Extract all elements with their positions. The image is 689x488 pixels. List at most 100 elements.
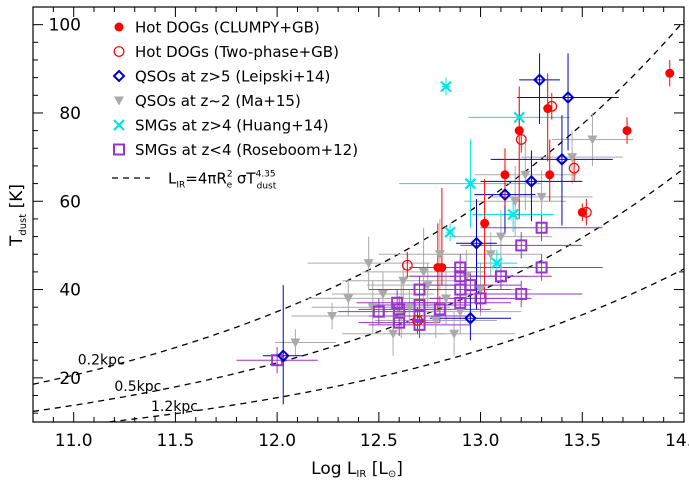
legend-label: SMGs at z>4 (Huang+14) [135,117,329,135]
point-qso-z2 [485,250,496,260]
point-smg-low-z [413,283,426,296]
point-smg-high-z [440,80,452,93]
point-smg-high-z [464,177,477,190]
point-smg-high-z [507,208,519,221]
y-axis-label: Tdust [K] [7,184,29,247]
point-hot-dog-twophase [113,46,125,57]
point-qso-z2 [290,338,301,348]
x-tick-label: 11.5 [156,431,194,451]
x-axis-label: Log LIR [L⊙] [311,459,403,480]
point-qso-z2 [455,307,466,317]
point-smg-low-z [515,287,528,300]
point-smg-high-z [491,257,503,269]
curve-label: 0.2kpc [78,353,125,369]
point-qso-z2 [404,303,415,313]
point-smg-high-z [444,226,456,238]
point-hot-dog-clumpy [543,104,553,114]
axes: 11.0 11.5 12.0 12.5 13.0 13.5 14.0 20 40 60 80 100 [32,6,689,451]
point-qso-z2 [567,153,578,163]
point-qso-high-z [498,188,512,202]
point-smg-low-z [372,305,385,318]
point-qso-z2 [461,272,472,282]
point-qso-high-z [525,174,538,188]
model-curve [102,268,684,422]
model-curves: 0.2kpc 0.5kpc 1.2kpc [33,20,684,422]
point-qso-z2 [536,192,547,202]
y-tick-label: 80 [59,104,81,124]
point-smg-high-z [113,119,125,131]
point-qso-high-z [555,152,569,166]
point-hot-dog-clumpy [114,22,124,32]
point-qso-z2 [430,316,441,326]
point-qso-z2 [520,170,531,180]
legend-label: Hot DOGs (CLUMPY+GB) [135,19,320,37]
point-smg-low-z [391,296,404,309]
point-smg-low-z [393,316,406,329]
point-qso-z2 [388,329,399,339]
point-qso-high-z [463,311,477,325]
point-hot-dog-twophase [568,162,580,174]
point-smg-low-z [474,292,487,305]
point-qso-z2 [434,250,445,260]
point-hot-dog-twophase [401,259,413,271]
curve-legend-formula: LIR=4πR2 e σT4.35 dust [168,170,277,192]
x-tick-label: 13.0 [462,431,500,451]
point-qso-high-z [561,91,575,104]
point-smg-low-z [393,303,406,316]
point-hot-dog-clumpy [514,126,524,136]
axis-labels: Log LIR [L⊙] Tdust [K] [7,184,403,480]
y-tick-label: 20 [59,369,81,389]
point-qso-z2 [440,294,451,304]
point-hot-dog-clumpy [545,170,555,180]
point-smg-low-z [413,299,426,312]
point-hot-dog-clumpy [577,207,587,217]
point-smg-low-z [535,221,548,234]
point-qso-z2 [367,303,378,313]
point-qso-high-z [470,236,483,250]
x-tick-label: 12.0 [258,431,296,451]
point-smg-high-z [513,111,525,124]
point-qso-z2 [327,312,338,322]
legend-label: QSOs at z~2 (Ma+15) [135,92,301,110]
point-qso-z2 [475,285,486,295]
point-qso-z2 [587,135,598,145]
model-curve [33,167,684,413]
x-tick-label: 14.0 [665,431,689,451]
point-smg-low-z [515,239,528,252]
point-qso-z2 [422,281,433,291]
legend-label: QSOs at z>5 (Leipski+14) [135,68,330,86]
y-tick-label: 60 [59,192,81,212]
point-qso-high-z [112,69,126,83]
point-hot-dog-clumpy [500,170,510,180]
point-hot-dog-clumpy [622,126,632,136]
point-hot-dog-clumpy [437,262,447,272]
curve-label: 0.5kpc [114,379,161,395]
point-smg-low-z [454,261,467,274]
point-hot-dog-clumpy [480,218,490,228]
point-hot-dog-twophase [515,134,527,145]
point-smg-low-z [494,270,507,283]
point-hot-dog-clumpy [665,68,675,78]
curve-label: 1.2kpc [151,399,198,415]
point-qso-z2 [449,329,460,339]
y-tick-label: 100 [49,16,81,36]
point-qso-z2 [495,232,506,242]
legend: Hot DOGs (CLUMPY+GB) Hot DOGs (Two-phase+… [112,19,358,192]
point-hot-dog-twophase [412,315,423,326]
point-qso-z2 [114,96,124,106]
point-smg-low-z [464,279,477,292]
point-qso-z2 [418,267,429,277]
point-qso-high-z [533,73,546,87]
point-smg-low-z [454,270,467,283]
x-tick-label: 11.0 [55,431,93,451]
point-smg-low-z [433,303,446,316]
legend-label: SMGs at z<4 (Roseboom+12) [135,141,358,159]
point-smg-low-z [113,143,125,156]
data-points [271,68,675,367]
point-qso-z2 [510,197,521,207]
point-qso-z2 [398,276,409,286]
point-qso-high-z [276,349,290,363]
x-tick-label: 12.5 [360,431,398,451]
point-qso-z2 [363,259,374,269]
